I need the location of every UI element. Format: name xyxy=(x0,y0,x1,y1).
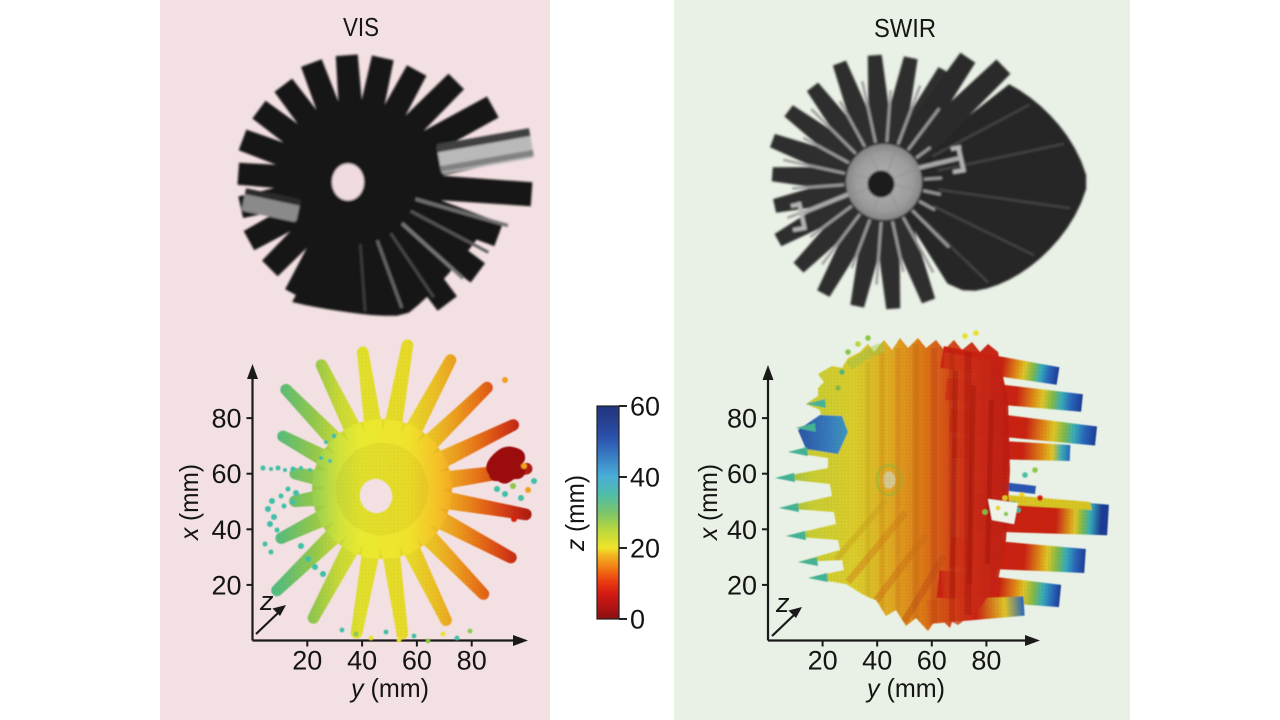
svg-text:0: 0 xyxy=(630,605,645,635)
svg-text:z: z xyxy=(775,588,790,618)
svg-text:y (mm): y (mm) xyxy=(349,673,429,703)
svg-text:80: 80 xyxy=(457,646,487,676)
svg-text:40: 40 xyxy=(211,515,241,545)
svg-text:80: 80 xyxy=(971,646,1001,676)
svg-text:40: 40 xyxy=(727,515,757,545)
svg-text:60: 60 xyxy=(917,646,947,676)
svg-text:60: 60 xyxy=(211,459,241,489)
svg-text:20: 20 xyxy=(211,570,241,600)
svg-text:60: 60 xyxy=(402,646,432,676)
svg-text:80: 80 xyxy=(727,404,757,434)
svg-text:40: 40 xyxy=(630,463,660,493)
svg-text:20: 20 xyxy=(808,646,838,676)
svg-text:40: 40 xyxy=(862,646,892,676)
svg-text:z: z xyxy=(259,586,274,616)
svg-text:x (mm): x (mm) xyxy=(693,464,723,542)
svg-text:20: 20 xyxy=(630,534,660,564)
svg-text:z (mm): z (mm) xyxy=(560,475,590,552)
svg-text:VIS: VIS xyxy=(343,12,379,42)
svg-text:20: 20 xyxy=(727,570,757,600)
svg-text:SWIR: SWIR xyxy=(874,13,936,43)
svg-text:60: 60 xyxy=(630,392,660,422)
svg-text:80: 80 xyxy=(211,404,241,434)
svg-text:x (mm): x (mm) xyxy=(174,464,204,542)
svg-text:60: 60 xyxy=(727,459,757,489)
svg-text:40: 40 xyxy=(347,646,377,676)
svg-text:20: 20 xyxy=(292,646,322,676)
svg-text:y (mm): y (mm) xyxy=(865,673,945,703)
